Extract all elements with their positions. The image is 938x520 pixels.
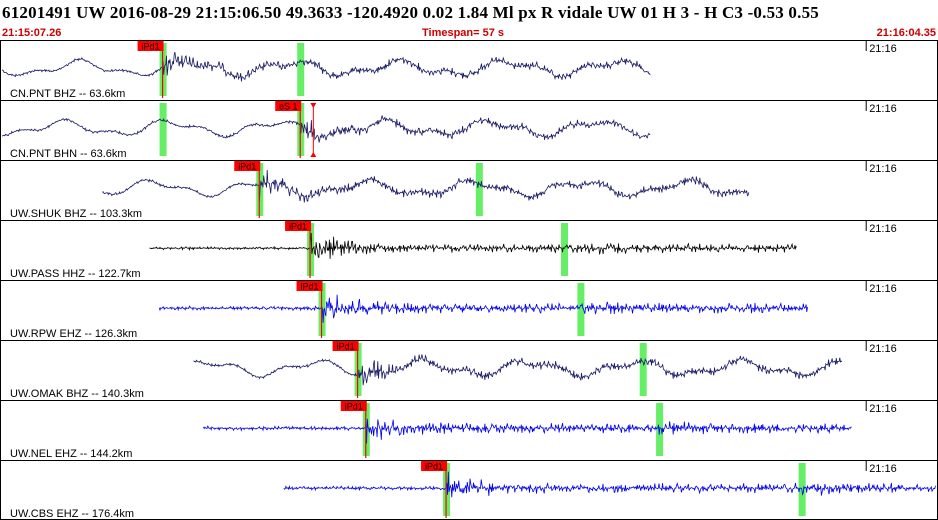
- pick-label: iPd1: [238, 162, 256, 172]
- pick-label: iPd1: [142, 42, 160, 52]
- pick-label: iPd1: [289, 222, 307, 232]
- pick-label-box: [340, 401, 367, 411]
- waveform-trace: [149, 232, 797, 259]
- station-label: UW.SHUK BHZ -- 103.3km: [10, 208, 142, 220]
- minute-label: 21:16: [869, 43, 897, 55]
- trace-panel[interactable]: iPd1 21:16 UW.SHUK BHZ -- 103.3km: [0, 160, 938, 220]
- waveform-trace: [203, 418, 852, 444]
- phase-window: [577, 283, 585, 336]
- station-label: CN.PNT BHZ -- 63.6km: [10, 88, 125, 100]
- phase-window: [297, 43, 305, 96]
- trace-panel[interactable]: iPd1 21:16 UW.CBS EHZ -- 176.4km: [0, 460, 938, 520]
- end-time: 21:16:04.35: [876, 27, 936, 39]
- pick-label: eS 1: [279, 102, 298, 112]
- waveform-trace: [1, 115, 651, 143]
- trace-panel[interactable]: iPd1 21:16 UW.PASS HHZ -- 122.7km: [0, 220, 938, 280]
- trace-panel[interactable]: iPd1 21:16 UW.OMAK BHZ -- 140.3km: [0, 340, 938, 400]
- phase-window: [639, 343, 647, 396]
- station-label: UW.OMAK BHZ -- 140.3km: [10, 388, 144, 400]
- pick-label: iPd1: [425, 462, 443, 472]
- pick-label: iPd1: [301, 282, 319, 292]
- pick-label-box: [285, 221, 312, 231]
- station-label: UW.PASS HHZ -- 122.7km: [10, 268, 141, 280]
- timespan: Timespan= 57 s: [422, 27, 505, 39]
- minute-label: 21:16: [869, 403, 897, 415]
- minute-label: 21:16: [869, 163, 897, 175]
- waveform-trace: [101, 169, 750, 203]
- trace-panel[interactable]: eS 1 21:16 CN.PNT BHN -- 63.6km: [0, 100, 938, 160]
- waveform-trace: [158, 294, 808, 323]
- trace-panel[interactable]: iPd1 21:16 UW.RPW EHZ -- 126.3km: [0, 280, 938, 340]
- pick-marker-bottom: [310, 152, 317, 157]
- pick-marker-top: [310, 103, 317, 108]
- minute-label: 21:16: [869, 343, 897, 355]
- pick-label-box: [332, 341, 359, 351]
- minute-label: 21:16: [869, 283, 897, 295]
- station-label: UW.NEL EHZ -- 144.2km: [10, 448, 132, 460]
- station-label: UW.RPW EHZ -- 126.3km: [10, 328, 137, 340]
- waveform-trace: [193, 354, 843, 386]
- start-time: 21:15:07.26: [2, 27, 62, 39]
- pick-label-box: [296, 281, 323, 291]
- pick-label-box: [275, 101, 302, 111]
- minute-label: 21:16: [869, 103, 897, 115]
- pick-label: iPd1: [337, 342, 355, 352]
- pick-label-box: [137, 41, 164, 51]
- minute-label: 21:16: [869, 223, 897, 235]
- trace-panel[interactable]: iPd1 21:16 UW.NEL EHZ -- 144.2km: [0, 400, 938, 460]
- minute-label: 21:16: [869, 463, 897, 475]
- pick-label: iPd1: [345, 402, 363, 412]
- pick-label-box: [421, 461, 448, 471]
- phase-window: [475, 163, 483, 216]
- pick-label-box: [234, 161, 261, 171]
- event-title: 61201491 UW 2016-08-29 21:15:06.50 49.36…: [2, 3, 819, 22]
- station-label: UW.CBS EHZ -- 176.4km: [10, 508, 134, 520]
- phase-window: [561, 223, 569, 276]
- waveform-trace: [283, 471, 936, 498]
- seismogram-plot[interactable]: iPd1 21:16 CN.PNT BHZ -- 63.6km eS 1 21:16 CN…: [0, 40, 938, 520]
- waveform-trace: [1, 51, 651, 82]
- phase-window: [159, 103, 167, 156]
- header: 61201491 UW 2016-08-29 21:15:06.50 49.36…: [0, 0, 938, 40]
- trace-panel[interactable]: iPd1 21:16 CN.PNT BHZ -- 63.6km: [1, 40, 897, 100]
- station-label: CN.PNT BHN -- 63.6km: [10, 148, 127, 160]
